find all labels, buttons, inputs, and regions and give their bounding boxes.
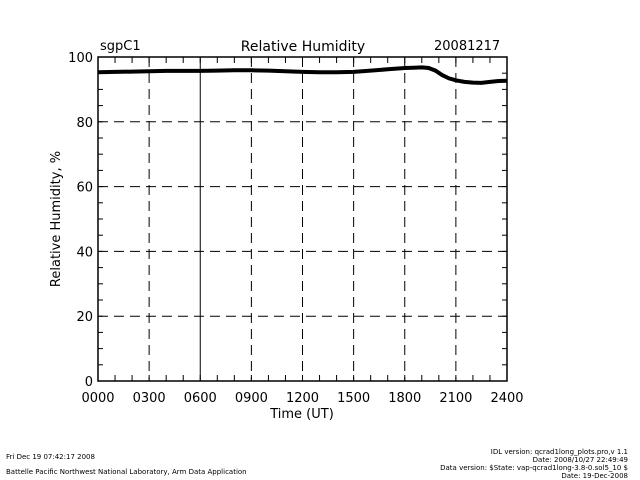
- footer-organization: Battelle Pacific Northwest National Labo…: [6, 468, 247, 476]
- x-tick-label: 2400: [490, 391, 523, 406]
- y-tick-label: 60: [76, 181, 93, 196]
- site-label: sgpC1: [100, 39, 141, 54]
- x-tick-label: 0900: [235, 391, 268, 406]
- y-axis-label: Relative Humidity, %: [49, 151, 64, 287]
- y-tick-label: 0: [85, 375, 93, 390]
- footer-idl-version: IDL version: qcrad1long_plots.pro,v 1.1: [490, 448, 628, 456]
- footer-data-version: Data version: $State: vap-qcrad1long-3.8…: [440, 464, 628, 472]
- y-tick-label: 20: [76, 310, 93, 325]
- x-tick-label: 1500: [337, 391, 370, 406]
- x-tick-label: 0000: [81, 391, 114, 406]
- x-tick-label: 0300: [133, 391, 166, 406]
- date-label: 20081217: [434, 39, 500, 54]
- x-tick-label: 1200: [286, 391, 319, 406]
- x-tick-label: 0600: [184, 391, 217, 406]
- chart-title: Relative Humidity: [241, 39, 365, 55]
- x-axis-label: Time (UT): [269, 407, 334, 422]
- y-tick-label: 100: [68, 51, 93, 66]
- y-tick-label: 80: [76, 116, 93, 131]
- footer-timestamp: Fri Dec 19 07:42:17 2008: [6, 453, 95, 461]
- x-tick-label: 2100: [439, 391, 472, 406]
- y-tick-label: 40: [76, 245, 93, 260]
- footer-data-date: Date: 19-Dec-2008: [561, 472, 628, 480]
- series-line: [97, 65, 508, 85]
- footer-idl-date: Date: 2008/10/27 22:49:49: [532, 456, 628, 464]
- x-tick-label: 1800: [388, 391, 421, 406]
